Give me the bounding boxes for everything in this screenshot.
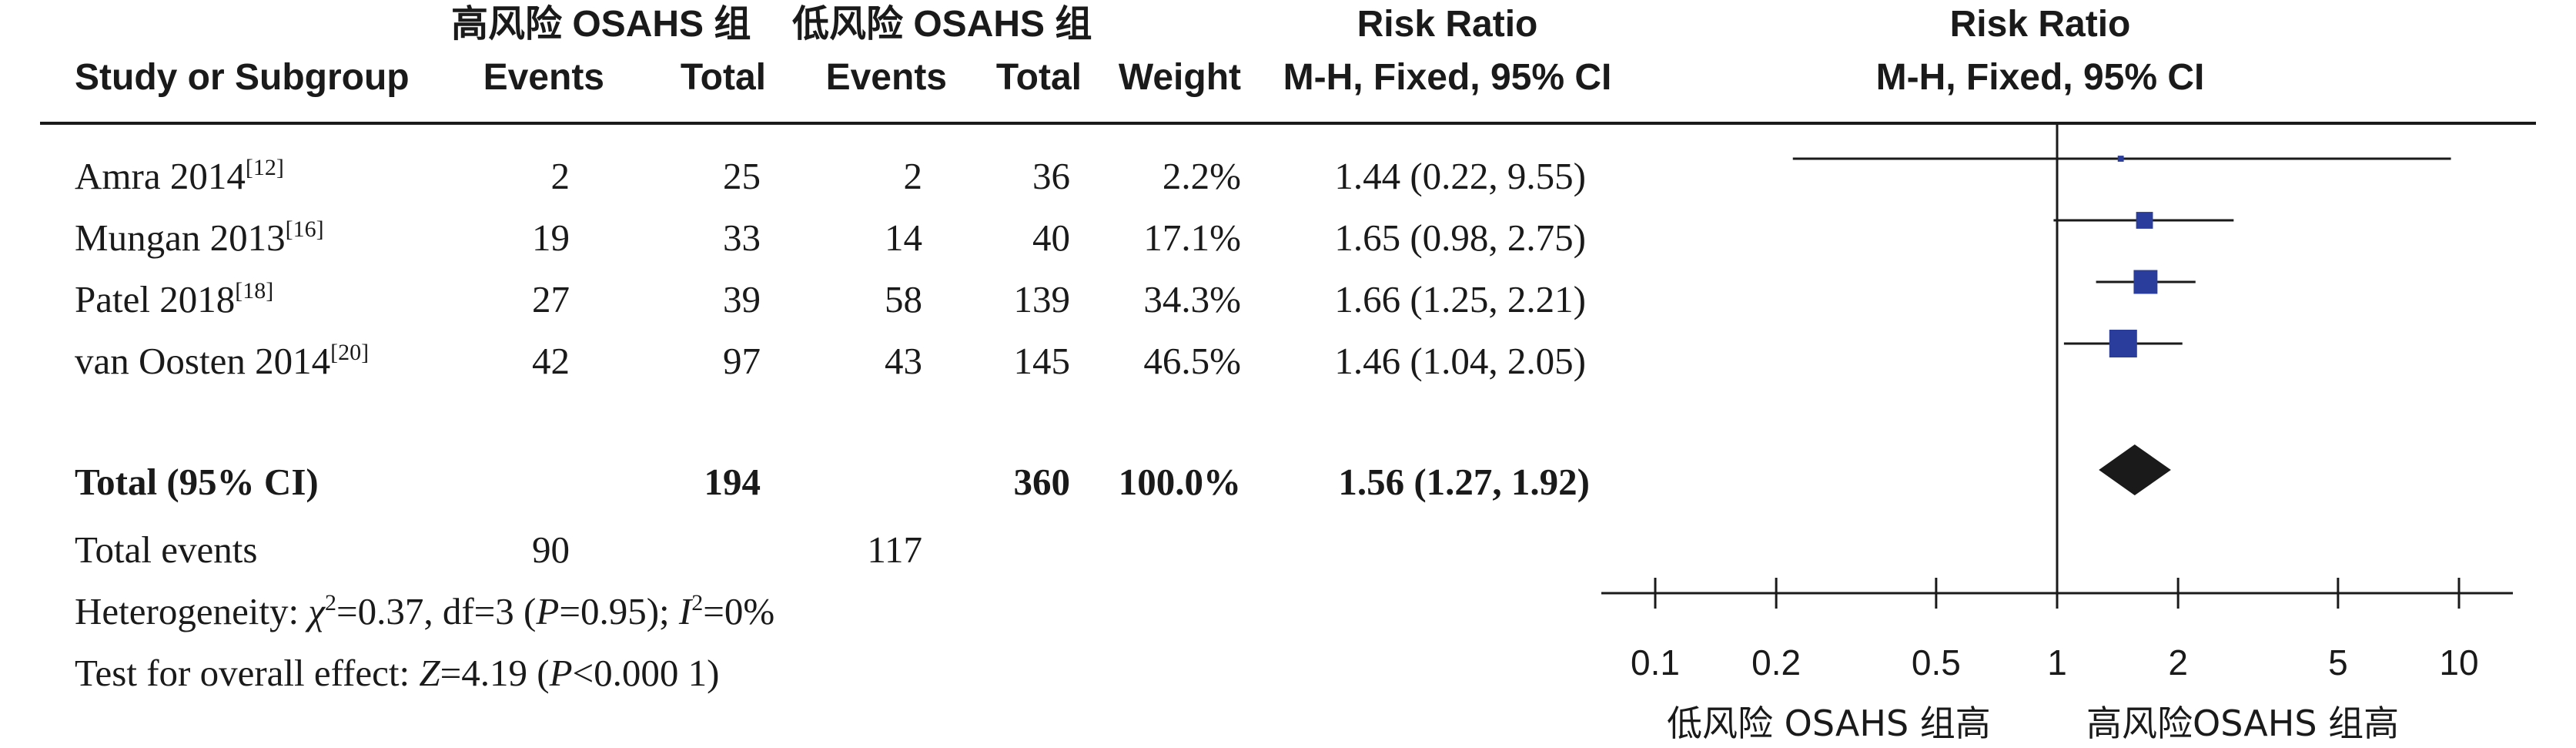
study-name: Patel 2018[18] — [75, 278, 274, 320]
x-tick-label: 0.2 — [1751, 642, 1801, 683]
pooled-effect-diamond — [2099, 444, 2171, 495]
total-ci-value: 1.56 (1.27, 1.92) — [1338, 461, 1590, 503]
ci-value: 1.66 (1.25, 2.21) — [1334, 278, 1586, 320]
total-high: 25 — [723, 155, 761, 197]
header-group-high: 高风险 OSAHS 组 — [451, 4, 751, 45]
total-low: 40 — [1032, 216, 1070, 259]
x-tick-label: 0.5 — [1912, 642, 1961, 683]
header-group-low: 低风险 OSAHS 组 — [792, 4, 1092, 45]
total-high: 33 — [723, 216, 761, 259]
x-tick-label: 0.1 — [1631, 642, 1680, 683]
study-name: Amra 2014[12] — [75, 155, 284, 197]
ci-value: 1.65 (0.98, 2.75) — [1334, 216, 1586, 259]
total-events-high: 90 — [532, 528, 570, 571]
study-effect-marker — [2133, 270, 2158, 294]
total-events-label: Total events — [75, 528, 258, 571]
study-reference: [20] — [330, 340, 370, 365]
study-reference: [12] — [245, 155, 284, 180]
study-effect-marker — [2136, 212, 2153, 229]
total-high: 194 — [704, 461, 761, 503]
header-events-low: Events — [825, 57, 947, 98]
events-low: 58 — [885, 278, 922, 320]
header-total-low: Total — [995, 57, 1082, 98]
x-tick-label: 10 — [2439, 642, 2478, 683]
header-rr-method-plot: M-H, Fixed, 95% CI — [1875, 57, 2205, 98]
x-tick-label: 2 — [2168, 642, 2188, 683]
total-low: 139 — [1013, 278, 1071, 320]
overall-effect-text: Test for overall effect: Z=4.19 (P<0.000… — [75, 652, 720, 694]
total-low: 36 — [1032, 155, 1070, 197]
total-high: 39 — [723, 278, 761, 320]
ci-value: 1.46 (1.04, 2.05) — [1334, 340, 1586, 382]
header-total-high: Total — [680, 57, 766, 98]
events-high: 2 — [550, 155, 570, 197]
ci-value: 1.44 (0.22, 9.55) — [1334, 155, 1586, 197]
events-high: 19 — [532, 216, 570, 259]
total-high: 97 — [723, 340, 761, 382]
x-tick-label: 1 — [2047, 642, 2067, 683]
events-low: 43 — [885, 340, 922, 382]
total-events-low: 117 — [867, 528, 922, 571]
study-name: Mungan 2013[16] — [75, 216, 324, 259]
total-label: Total (95% CI) — [75, 461, 319, 503]
header-events-high: Events — [483, 57, 604, 98]
header-study: Study or Subgroup — [75, 57, 410, 98]
x-tick-label: 5 — [2328, 642, 2348, 683]
weight-value: 2.2% — [1162, 155, 1241, 197]
total-low: 360 — [1013, 461, 1071, 503]
weight-value: 17.1% — [1143, 216, 1241, 259]
weight-value: 34.3% — [1143, 278, 1241, 320]
events-low: 2 — [903, 155, 923, 197]
total-weight: 100.0% — [1118, 461, 1241, 503]
header-rr-method-table: M-H, Fixed, 95% CI — [1283, 57, 1612, 98]
axis-label-left: 低风险 OSAHS 组高 — [1667, 703, 1991, 744]
study-reference: [16] — [285, 216, 324, 242]
header-rr-title-plot: Risk Ratio — [1949, 4, 2131, 45]
study-reference: [18] — [235, 278, 274, 304]
study-name: van Oosten 2014[20] — [75, 340, 370, 382]
heterogeneity-text: Heterogeneity: χ2=0.37, df=3 (P=0.95); I… — [75, 590, 775, 632]
study-effect-marker — [2117, 156, 2124, 162]
header-divider — [40, 122, 2536, 125]
events-high: 27 — [532, 278, 570, 320]
events-high: 42 — [532, 340, 570, 382]
header-rr-title-table: Risk Ratio — [1357, 4, 1538, 45]
weight-value: 46.5% — [1143, 340, 1241, 382]
axis-label-right: 高风险OSAHS 组高 — [2086, 703, 2399, 744]
events-low: 14 — [885, 216, 922, 259]
study-effect-marker — [2109, 330, 2137, 357]
header-weight: Weight — [1118, 57, 1241, 98]
total-low: 145 — [1013, 340, 1071, 382]
